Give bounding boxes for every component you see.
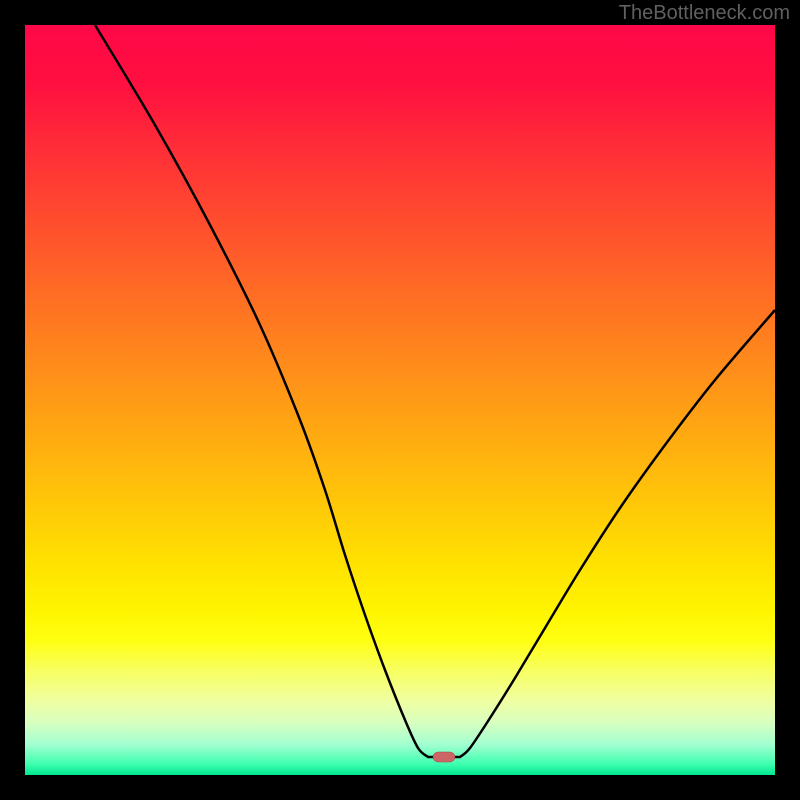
bottleneck-chart [0,0,800,800]
chart-background [25,25,775,775]
chart-container: TheBottleneck.com [0,0,800,800]
watermark-text: TheBottleneck.com [619,2,790,25]
optimal-marker [433,752,455,762]
